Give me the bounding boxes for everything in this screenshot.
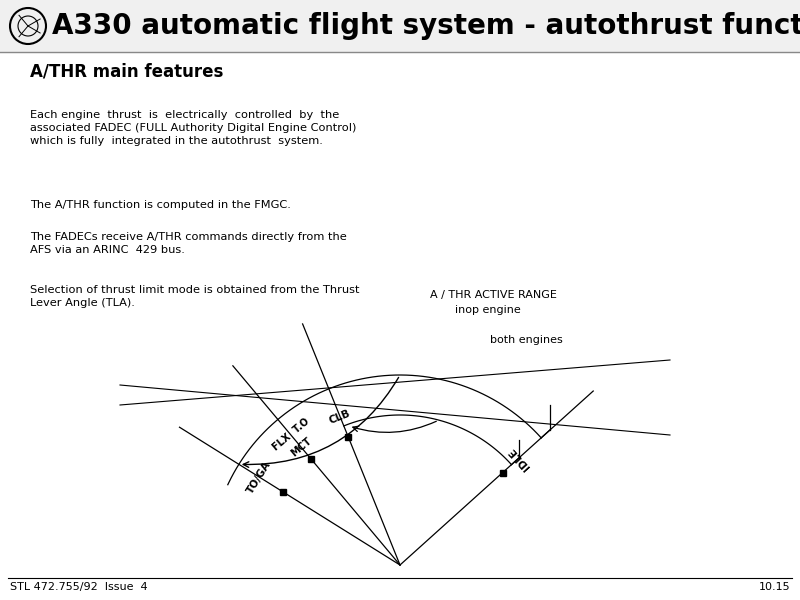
- Text: FLX  T.O: FLX T.O: [270, 416, 311, 453]
- Text: MCT: MCT: [289, 436, 314, 458]
- Text: A/THR main features: A/THR main features: [30, 62, 223, 80]
- Text: IDLE: IDLE: [506, 445, 531, 471]
- Text: STL 472.755/92  Issue  4: STL 472.755/92 Issue 4: [10, 582, 148, 592]
- Text: both engines: both engines: [490, 335, 562, 345]
- Text: Selection of thrust limit mode is obtained from the Thrust
Lever Angle (TLA).: Selection of thrust limit mode is obtain…: [30, 285, 359, 308]
- Text: 10.15: 10.15: [758, 582, 790, 592]
- Text: Each engine  thrust  is  electrically  controlled  by  the
associated FADEC (FUL: Each engine thrust is electrically contr…: [30, 110, 356, 146]
- Text: The A/THR function is computed in the FMGC.: The A/THR function is computed in the FM…: [30, 200, 291, 210]
- Text: inop engine: inop engine: [455, 305, 521, 315]
- Text: A330 automatic flight system - autothrust function: A330 automatic flight system - autothrus…: [52, 12, 800, 40]
- Text: A / THR ACTIVE RANGE: A / THR ACTIVE RANGE: [430, 290, 557, 300]
- Text: The FADECs receive A/THR commands directly from the
AFS via an ARINC  429 bus.: The FADECs receive A/THR commands direct…: [30, 232, 346, 255]
- Text: TO/GA: TO/GA: [246, 459, 273, 495]
- Text: CLB: CLB: [328, 408, 352, 425]
